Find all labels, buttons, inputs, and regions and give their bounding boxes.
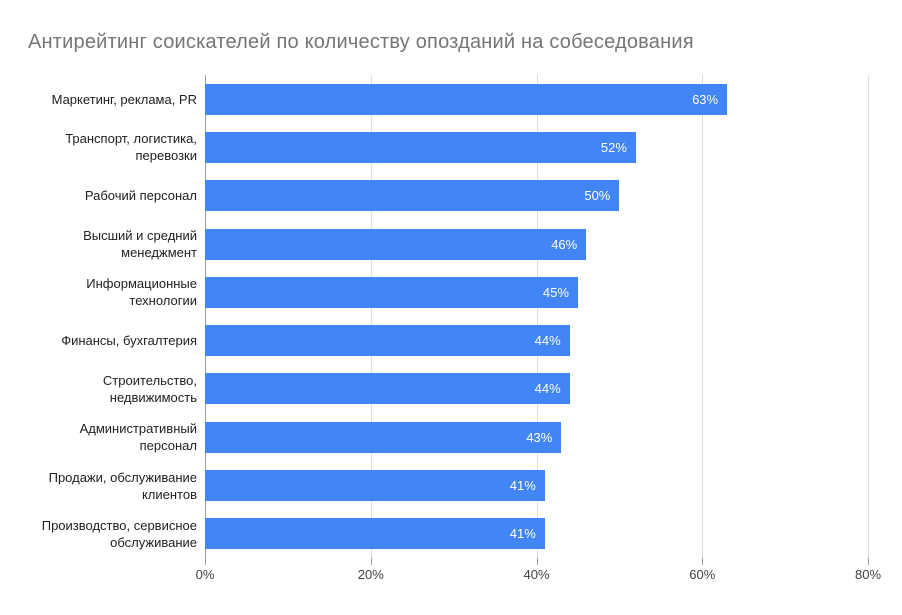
- bar-row: 41%: [205, 510, 868, 558]
- bar-value-label: 44%: [534, 333, 561, 349]
- bar-value-label: 44%: [534, 381, 561, 397]
- bar-row: 45%: [205, 268, 868, 316]
- bar: 43%: [205, 421, 562, 453]
- category-label: Рабочий персонал: [84, 188, 197, 204]
- bar-row: 50%: [205, 172, 868, 220]
- category-label: Информационные технологии: [86, 276, 197, 309]
- axis-tick: [370, 558, 372, 565]
- baseline-gridline: [205, 75, 206, 558]
- category-label: Высший и средний менеджмент: [83, 228, 197, 261]
- category-label: Строительство, недвижимость: [102, 372, 197, 405]
- bar-row: 46%: [205, 220, 868, 268]
- bar-value-label: 43%: [526, 429, 553, 445]
- bar-row: 41%: [205, 461, 868, 509]
- bar-value-label: 41%: [509, 526, 536, 542]
- bar: 50%: [205, 180, 620, 212]
- bar-row: 44%: [205, 316, 868, 364]
- axis-tick: [536, 558, 538, 565]
- plot-area: 63% 52% 50% 46% 45% 44% 44% 43% 41% 41%: [205, 75, 869, 565]
- bar-series: 63% 52% 50% 46% 45% 44% 44% 43% 41% 41%: [205, 75, 868, 558]
- bar-row: 43%: [205, 413, 868, 461]
- axis-tick: [868, 558, 869, 565]
- gridline: [868, 75, 869, 558]
- x-tick-label: 40%: [523, 567, 550, 582]
- bar: 44%: [205, 373, 570, 405]
- category-label: Административный персонал: [79, 421, 197, 454]
- category-label: Продажи, обслуживание клиентов: [48, 469, 197, 502]
- x-tick-label: 80%: [854, 567, 882, 582]
- gridline: [536, 75, 538, 558]
- x-axis: 0% 20% 40% 60% 80%: [196, 567, 881, 585]
- category-label: Маркетинг, реклама, PR: [51, 91, 197, 107]
- bar-value-label: 52%: [600, 139, 627, 155]
- bar: 52%: [205, 131, 636, 163]
- bar: 41%: [205, 518, 545, 550]
- category-label: Производство, сервисное обслуживание: [41, 517, 197, 550]
- bar-value-label: 46%: [551, 236, 578, 252]
- axis-tick: [205, 558, 206, 565]
- bar: 41%: [205, 470, 545, 502]
- x-tick-label: 60%: [689, 567, 716, 582]
- bar-value-label: 45%: [542, 284, 569, 300]
- category-label: Финансы, бухгалтерия: [61, 333, 197, 349]
- bar-row: 63%: [205, 75, 868, 123]
- gridline: [702, 75, 704, 558]
- bar: 44%: [205, 325, 570, 357]
- gridline: [370, 75, 372, 558]
- category-axis: Маркетинг, реклама, PR Транспорт, логисти…: [0, 75, 197, 558]
- category-label: Транспорт, логистика, перевозки: [65, 131, 197, 164]
- axis-tick: [702, 558, 704, 565]
- chart-title: Антирейтинг соискателей по количеству оп…: [28, 31, 694, 53]
- bar-value-label: 50%: [584, 188, 611, 204]
- bar: 63%: [205, 83, 728, 115]
- bar-row: 52%: [205, 123, 868, 171]
- bar: 45%: [205, 276, 578, 308]
- x-tick-label: 20%: [357, 567, 384, 582]
- x-tick-label: 0%: [195, 567, 215, 582]
- bar-row: 44%: [205, 365, 868, 413]
- bar-value-label: 63%: [692, 91, 719, 107]
- bar: 46%: [205, 228, 587, 260]
- bar-value-label: 41%: [509, 478, 536, 494]
